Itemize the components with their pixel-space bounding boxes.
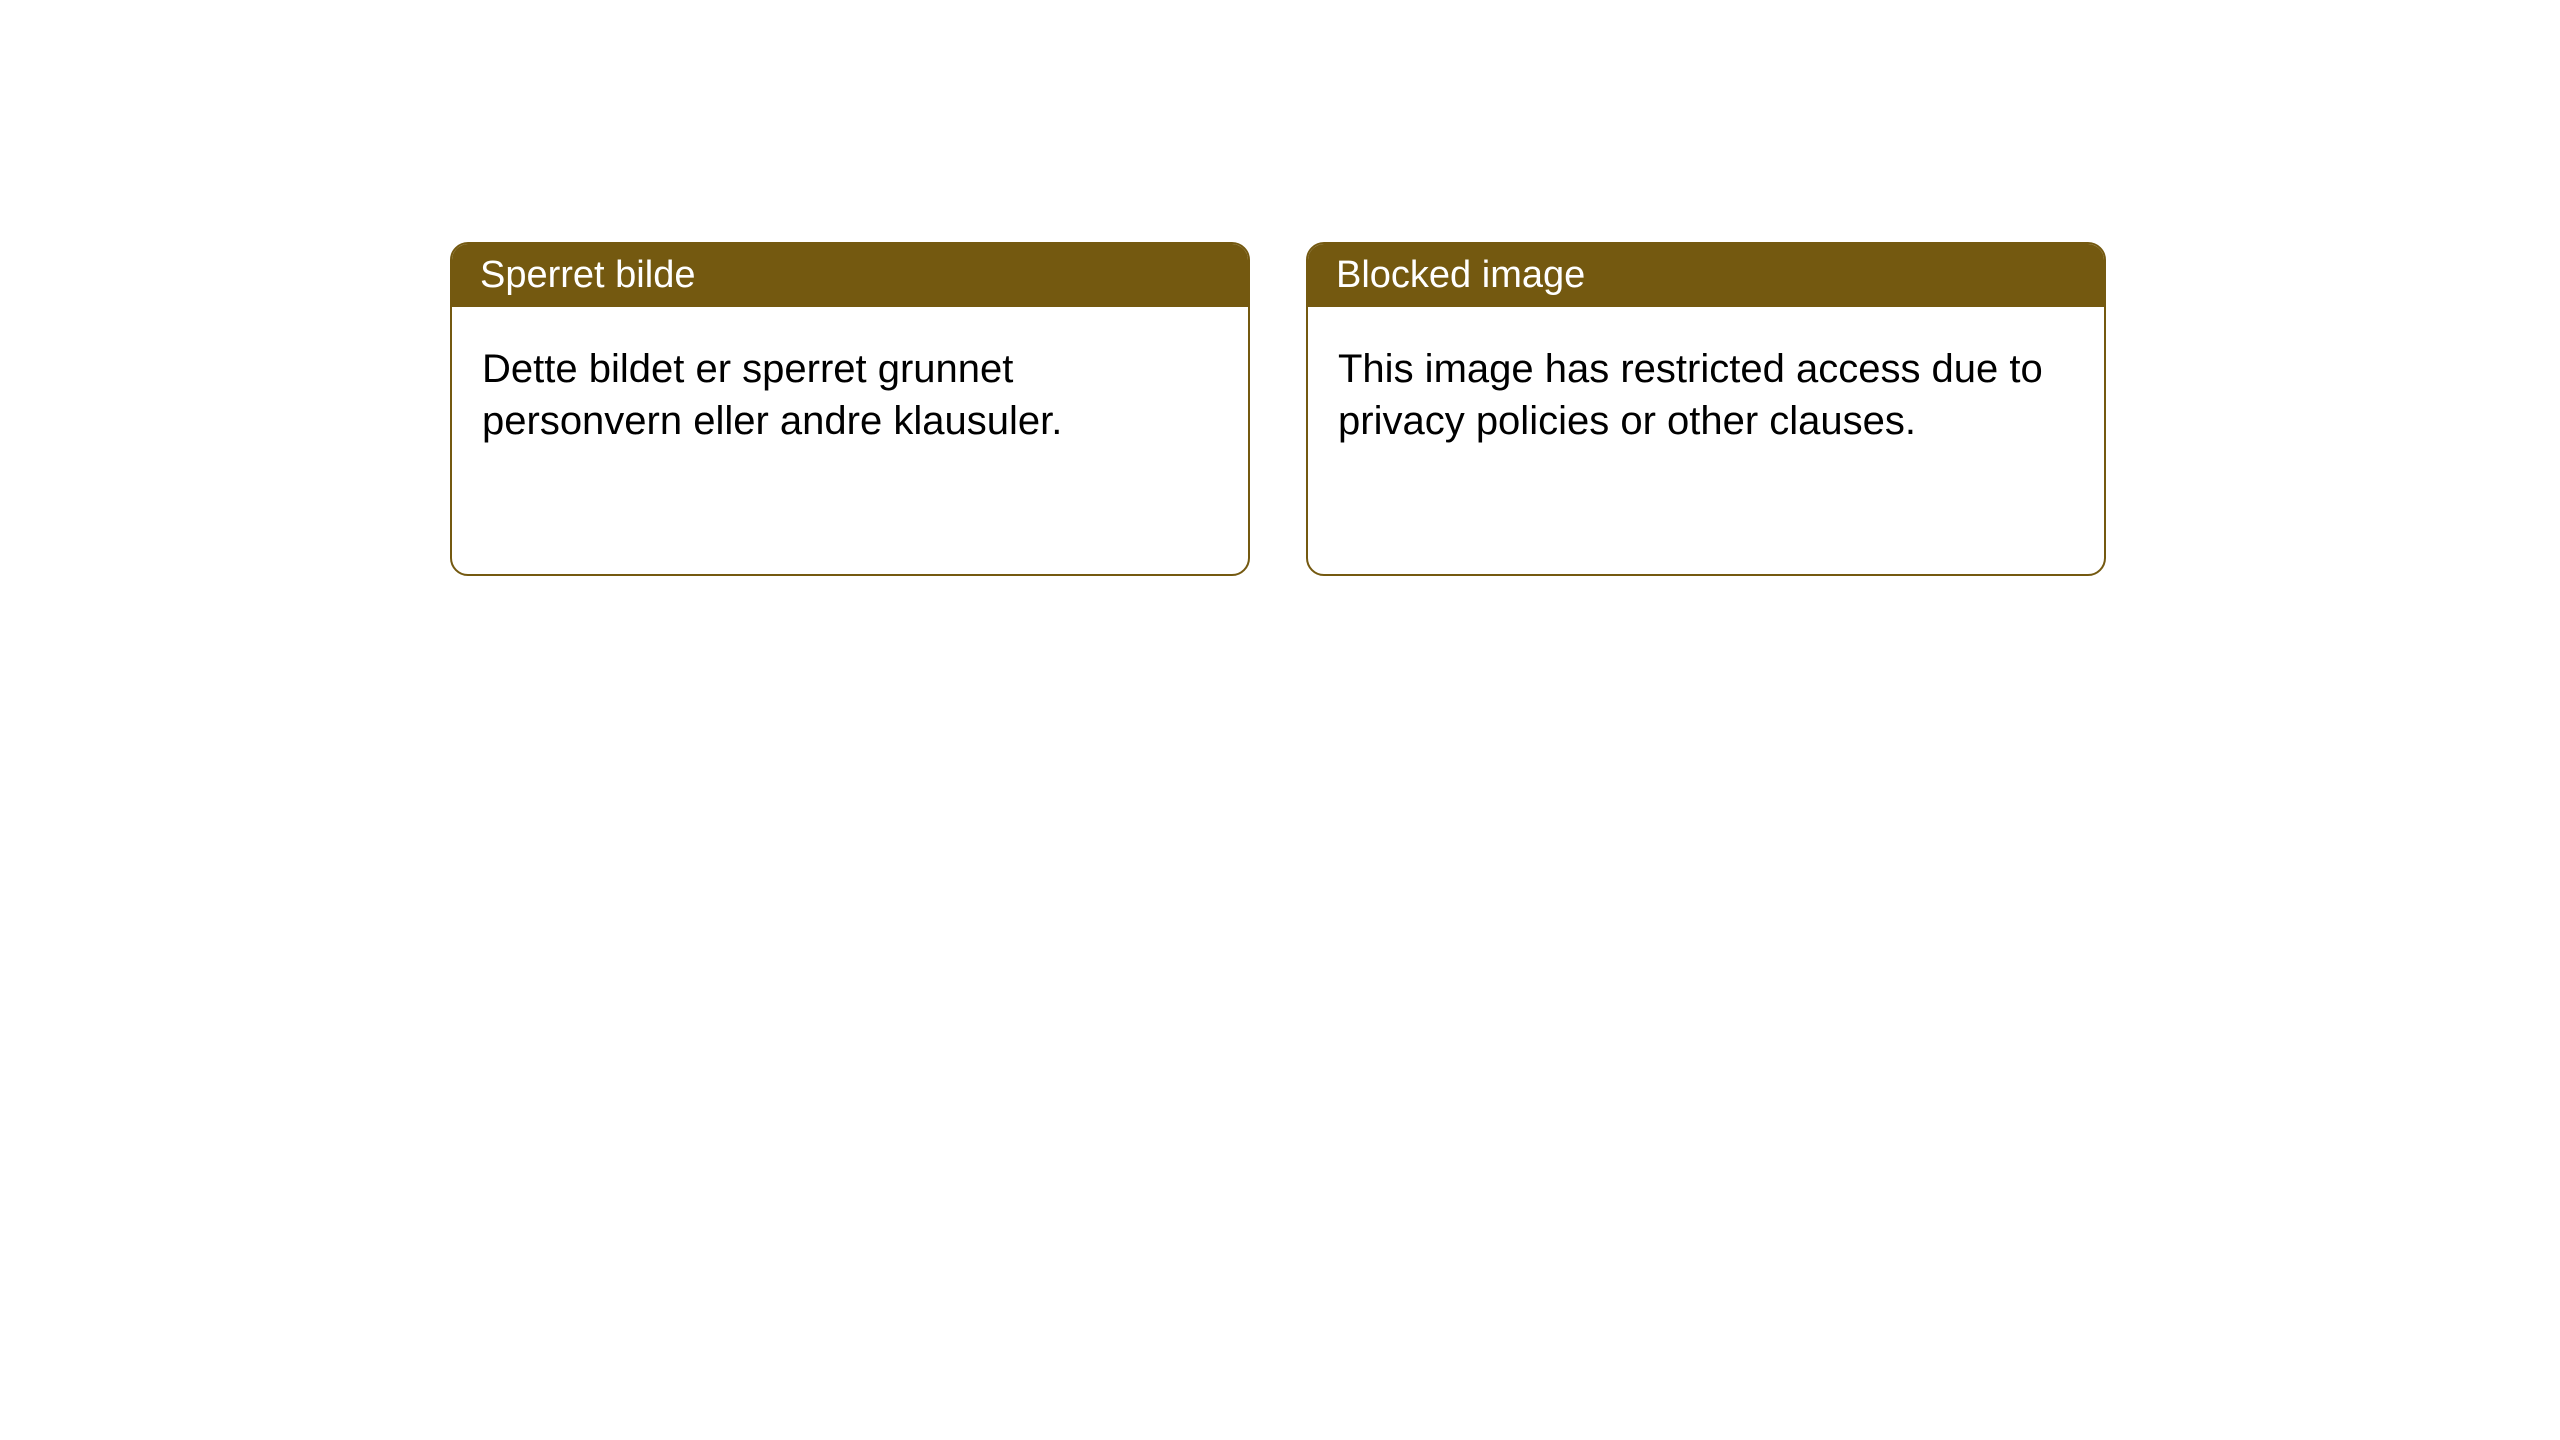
card-body-text: Dette bildet er sperret grunnet personve… bbox=[482, 347, 1062, 443]
card-header: Blocked image bbox=[1308, 244, 2104, 307]
card-body-text: This image has restricted access due to … bbox=[1338, 347, 2043, 443]
card-body: This image has restricted access due to … bbox=[1308, 307, 2104, 483]
card-header: Sperret bilde bbox=[452, 244, 1248, 307]
notice-card-norwegian: Sperret bilde Dette bildet er sperret gr… bbox=[450, 242, 1250, 576]
notice-card-english: Blocked image This image has restricted … bbox=[1306, 242, 2106, 576]
card-title: Sperret bilde bbox=[480, 254, 695, 296]
card-body: Dette bildet er sperret grunnet personve… bbox=[452, 307, 1248, 483]
card-title: Blocked image bbox=[1336, 254, 1585, 296]
notice-container: Sperret bilde Dette bildet er sperret gr… bbox=[450, 242, 2106, 576]
